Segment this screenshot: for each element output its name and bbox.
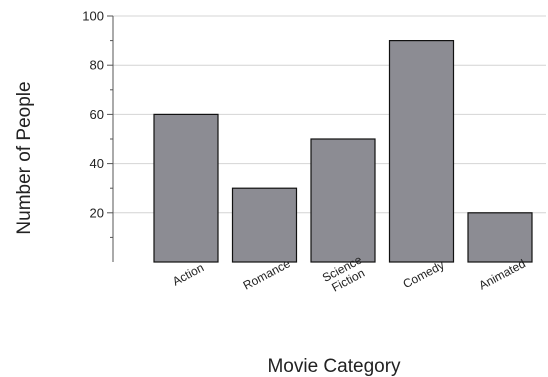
y-tick-label: 20 [90, 205, 104, 220]
y-tick-label: 40 [90, 156, 104, 171]
x-tick-label: Comedy [401, 258, 447, 291]
y-tick-label: 80 [90, 58, 104, 73]
x-tick-label: Action [170, 260, 206, 288]
bar [467, 212, 533, 263]
bar [231, 187, 298, 263]
y-axis-title: Number of People [14, 81, 35, 234]
bar [310, 138, 376, 263]
y-tick-label: 100 [82, 9, 104, 24]
x-axis-title: Movie Category [267, 356, 401, 377]
y-tick-label: 60 [90, 107, 104, 122]
bar [153, 113, 219, 263]
y-axis: 20 40 60 80 100 [82, 9, 114, 262]
bars [153, 39, 533, 263]
bar [388, 39, 455, 263]
